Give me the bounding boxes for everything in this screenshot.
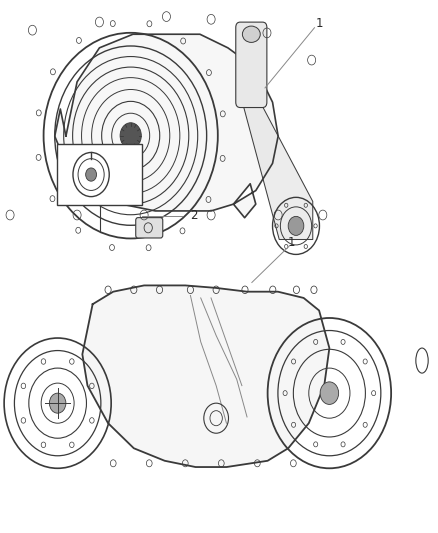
Circle shape [86,168,96,181]
Polygon shape [82,286,329,467]
Ellipse shape [49,393,66,413]
Ellipse shape [320,382,339,405]
Bar [57,144,142,205]
Text: 1: 1 [287,236,295,249]
Ellipse shape [120,123,141,149]
Text: 2: 2 [191,209,198,222]
Polygon shape [242,102,313,239]
FancyBboxPatch shape [236,22,267,108]
Ellipse shape [288,216,304,236]
Polygon shape [55,34,278,217]
Ellipse shape [242,26,260,43]
FancyBboxPatch shape [136,217,163,238]
Text: 1: 1 [316,18,324,30]
